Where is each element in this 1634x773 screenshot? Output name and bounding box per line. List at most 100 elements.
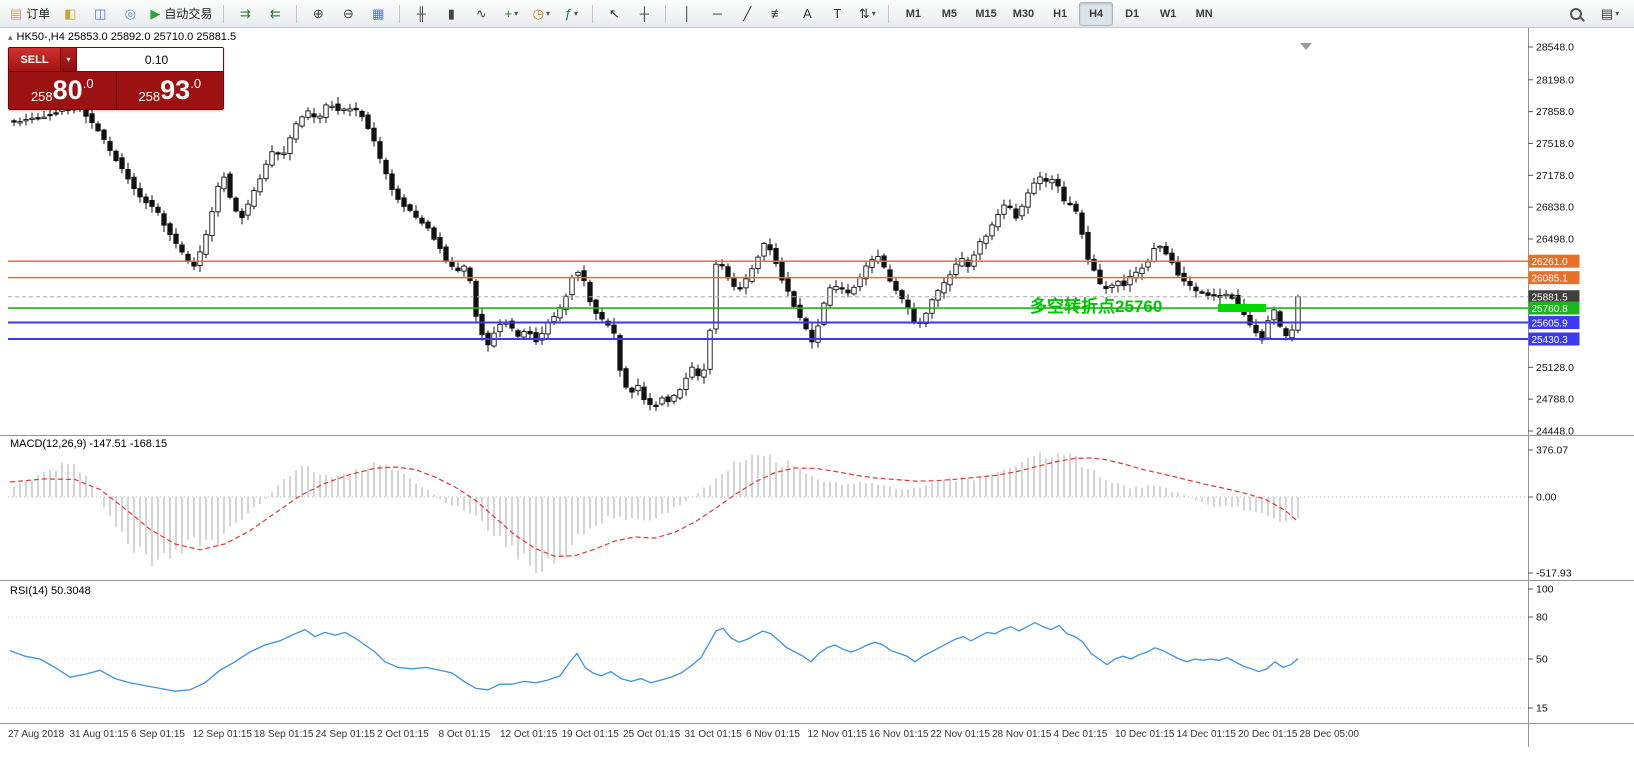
navigator-icon: ◫ bbox=[94, 6, 107, 21]
chart-shift-button[interactable]: ⇇ bbox=[261, 2, 289, 26]
candle-body bbox=[1223, 293, 1229, 297]
text-tool-button[interactable]: A bbox=[793, 2, 821, 26]
candle-body bbox=[1025, 192, 1031, 208]
zoom-in-icon: ⊕ bbox=[312, 6, 324, 21]
candle-body bbox=[815, 325, 821, 343]
timeframe-m30[interactable]: M30 bbox=[1012, 7, 1035, 20]
candle-body bbox=[239, 210, 245, 218]
label-tool-button[interactable]: T bbox=[823, 2, 851, 26]
search-button[interactable] bbox=[1562, 2, 1590, 26]
crosshair-button[interactable]: ┼ bbox=[630, 2, 658, 26]
volume-input[interactable] bbox=[77, 48, 223, 71]
market-watch-button[interactable]: ◧ bbox=[56, 2, 84, 26]
price-level-badge-label: 26085.1 bbox=[1532, 273, 1569, 284]
candle-body bbox=[575, 271, 581, 276]
candlestick-type-button[interactable]: ▮ bbox=[437, 2, 465, 26]
candle-body bbox=[785, 278, 791, 292]
price-chart-pane[interactable]: 多空转折点25760 bbox=[8, 43, 1528, 412]
candle-body bbox=[275, 152, 281, 155]
trade-panel-toggle-icon[interactable]: ▴ bbox=[8, 31, 13, 42]
zoom-out-button[interactable]: ⊖ bbox=[334, 2, 362, 26]
candle-body bbox=[563, 295, 569, 311]
candle-body bbox=[527, 331, 533, 335]
time-tick-label: 27 Aug 2018 bbox=[8, 729, 65, 740]
buy-price-display[interactable]: 258 93 .0 bbox=[117, 72, 224, 109]
arrows-tool-button[interactable]: ⇅ ▾ bbox=[853, 2, 881, 26]
price-level-badge bbox=[1528, 332, 1580, 346]
candle-body bbox=[821, 302, 827, 325]
candle-body bbox=[905, 299, 911, 309]
candle-body bbox=[587, 281, 593, 303]
candle-body bbox=[131, 176, 137, 189]
candle-body bbox=[539, 332, 545, 341]
candle-body bbox=[497, 324, 503, 333]
candle-body bbox=[461, 265, 467, 272]
price-level-badge-label: 26261.0 bbox=[1532, 257, 1569, 268]
timeframe-m15[interactable]: M15 bbox=[975, 7, 997, 20]
sell-button[interactable]: SELL bbox=[9, 48, 61, 71]
sound-alert-button[interactable]: ◎ bbox=[116, 2, 144, 26]
navigator-button[interactable]: ◫ bbox=[86, 2, 114, 26]
auto-trading-icon: ▶ bbox=[150, 6, 161, 21]
periodicity-button[interactable]: ◷ ▾ bbox=[527, 2, 555, 26]
time-axis[interactable]: 27 Aug 2018 31 Aug 01:15 6 Sep 01:15 12 Sep… bbox=[8, 729, 1359, 740]
toolbar-left: ▤ 订单 ◧ ◫ ◎ ▶ 自动交易 ⇉ ⇇ ⊕ ⊖ ▦ ╫ ▮ ∿ + ▾ ◷ ▾ ƒ ▾ ↖ ┼ │ ─ ╱ ≢ A T ⇅ ▾ M1 M5 M… bbox=[6, 1, 1562, 26]
candle-body bbox=[911, 308, 917, 324]
candle-body bbox=[1019, 205, 1025, 217]
candle-body bbox=[371, 127, 377, 142]
candle-body bbox=[947, 274, 953, 286]
bar-chart-type-button[interactable]: ╫ bbox=[407, 2, 435, 26]
zoom-in-button[interactable]: ⊕ bbox=[304, 2, 332, 26]
candle-body bbox=[1151, 248, 1157, 262]
window-list-button[interactable]: ▤ ▾ bbox=[1596, 2, 1624, 26]
candle-body bbox=[263, 163, 269, 180]
chart-autoscroll-button[interactable]: ⇉ bbox=[231, 2, 259, 26]
candle-body bbox=[995, 214, 1001, 228]
candle-body bbox=[89, 113, 95, 124]
timeframe-h4[interactable]: H4 bbox=[1079, 1, 1114, 26]
candle-body bbox=[581, 270, 587, 282]
candle-body bbox=[1067, 202, 1073, 206]
sell-price-display[interactable]: 258 80 .0 bbox=[9, 72, 117, 109]
vertical-line-tool-button[interactable]: │ bbox=[673, 2, 701, 26]
line-chart-type-button[interactable]: ∿ bbox=[467, 2, 495, 26]
rsi-pane[interactable] bbox=[8, 616, 1528, 709]
window-list-icon: ▤ bbox=[1600, 6, 1614, 21]
auto-trading-button[interactable]: ▶ 自动交易 bbox=[146, 2, 216, 26]
horizontal-line-tool-button[interactable]: ─ bbox=[703, 2, 731, 26]
timeframe-mn[interactable]: MN bbox=[1195, 7, 1213, 20]
timeframe-m5[interactable]: M5 bbox=[941, 7, 957, 20]
candle-body bbox=[29, 117, 35, 121]
timeframe-w1[interactable]: W1 bbox=[1159, 7, 1177, 20]
candle-body bbox=[731, 277, 737, 287]
macd-pane[interactable] bbox=[8, 452, 1528, 574]
candle-body bbox=[437, 236, 443, 249]
candle-body bbox=[791, 291, 797, 307]
price-axis[interactable]: 28548.0 28198.0 27858.0 27518.0 27178.0 26838… bbox=[0, 28, 1634, 747]
candle-body bbox=[107, 141, 113, 151]
toolbar-separator bbox=[296, 4, 298, 23]
timeframe-h1[interactable]: H1 bbox=[1053, 7, 1068, 20]
arrows-tool-dropdown-icon: ▾ bbox=[871, 9, 876, 18]
candle-body bbox=[305, 110, 311, 118]
timeframe-d1[interactable]: D1 bbox=[1125, 7, 1140, 20]
cursor-button[interactable]: ↖ bbox=[600, 2, 628, 26]
new-order-button[interactable]: ▤ 订单 bbox=[6, 2, 54, 26]
indicators-list-button[interactable]: ƒ ▾ bbox=[557, 2, 585, 26]
trendline-tool-button[interactable]: ╱ bbox=[733, 2, 761, 26]
candle-body bbox=[533, 332, 539, 343]
new-order-icon: ▤ bbox=[10, 6, 23, 21]
candle-body bbox=[869, 259, 875, 268]
fibonacci-tool-button[interactable]: ≢ bbox=[763, 2, 791, 26]
candle-body bbox=[1157, 245, 1163, 249]
order-type-dropdown[interactable]: ▾ bbox=[61, 48, 77, 71]
timeframe-m1[interactable]: M1 bbox=[905, 7, 921, 20]
candle-body bbox=[1247, 314, 1253, 326]
tile-windows-button[interactable]: ▦ bbox=[364, 2, 392, 26]
candle-body bbox=[419, 217, 425, 224]
new-chart-button[interactable]: + ▾ bbox=[497, 2, 525, 26]
candle-body bbox=[1055, 178, 1061, 187]
candle-body bbox=[353, 107, 359, 111]
